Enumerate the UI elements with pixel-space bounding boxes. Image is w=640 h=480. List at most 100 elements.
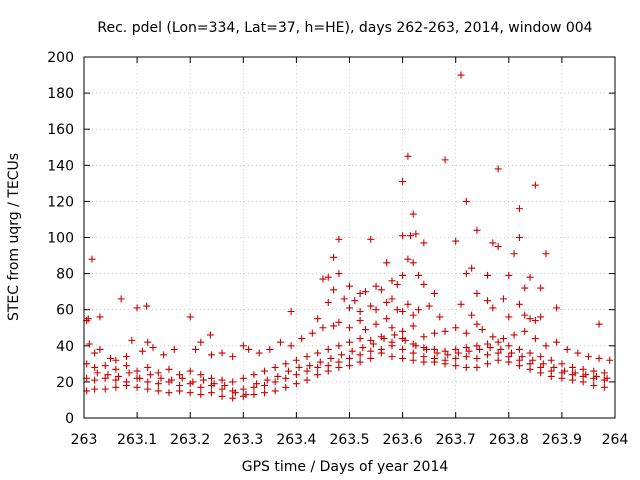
x-tick-label: 263.3	[223, 432, 263, 448]
data-point	[531, 181, 539, 189]
data-point	[85, 340, 93, 348]
data-point	[295, 363, 303, 371]
data-point	[197, 383, 205, 391]
data-point	[125, 369, 133, 377]
data-point	[478, 326, 486, 334]
data-point	[499, 295, 507, 303]
data-point	[207, 374, 215, 382]
data-point	[356, 358, 364, 366]
data-point	[484, 297, 492, 305]
data-point	[346, 338, 353, 346]
data-point	[388, 353, 396, 361]
data-point	[383, 298, 391, 306]
data-point	[207, 351, 215, 359]
data-point	[266, 345, 274, 353]
data-point	[569, 363, 577, 371]
data-point	[473, 354, 481, 362]
data-point	[399, 354, 407, 362]
data-point	[170, 345, 178, 353]
data-point	[433, 349, 441, 357]
data-point	[207, 389, 215, 397]
data-point	[592, 372, 600, 380]
data-point	[356, 335, 364, 343]
data-point	[133, 304, 141, 312]
x-tick-label: 264	[602, 432, 629, 448]
data-point	[539, 360, 547, 368]
data-point	[563, 345, 571, 353]
data-point	[430, 289, 438, 297]
data-point	[537, 313, 545, 321]
data-point	[409, 322, 417, 330]
data-point	[377, 349, 385, 357]
data-point	[306, 362, 314, 370]
data-point	[154, 380, 162, 388]
data-point	[239, 385, 247, 393]
data-point	[412, 230, 420, 238]
data-point	[133, 383, 141, 391]
data-point	[505, 358, 513, 366]
data-point	[505, 313, 513, 321]
data-point	[261, 389, 269, 397]
data-point	[335, 318, 343, 326]
data-point	[515, 345, 523, 353]
data-point	[276, 338, 284, 346]
data-point	[422, 345, 430, 353]
data-point	[327, 354, 335, 362]
data-point	[537, 353, 545, 361]
chart-title: Rec. pdel (Lon=334, Lat=37, h=HE), days …	[97, 20, 592, 36]
data-point	[372, 320, 380, 328]
data-point	[149, 344, 157, 352]
data-point	[346, 362, 353, 370]
data-point	[221, 382, 229, 390]
x-tick-label: 263.4	[276, 432, 316, 448]
data-point	[542, 250, 550, 258]
data-point	[380, 335, 388, 343]
data-point	[122, 362, 130, 370]
data-point	[157, 374, 165, 382]
data-point	[430, 345, 438, 353]
data-point	[441, 327, 449, 335]
data-point	[521, 284, 529, 292]
data-point	[507, 349, 515, 357]
data-point	[518, 353, 526, 361]
data-point	[412, 342, 420, 350]
data-point	[441, 347, 449, 355]
data-point	[91, 376, 99, 384]
data-point	[388, 295, 396, 303]
data-point	[335, 270, 343, 278]
data-point	[457, 300, 465, 308]
data-point	[531, 317, 539, 325]
data-point	[420, 280, 428, 288]
data-point	[107, 354, 115, 362]
data-point	[595, 320, 603, 328]
data-point	[494, 349, 502, 357]
data-point	[521, 327, 529, 335]
data-point	[330, 286, 338, 294]
data-point	[579, 378, 587, 386]
data-point	[96, 345, 104, 353]
data-point	[199, 376, 207, 384]
data-point	[489, 239, 497, 247]
data-point	[553, 338, 561, 346]
data-point	[441, 156, 449, 164]
data-point	[494, 243, 502, 251]
data-point	[282, 360, 290, 368]
data-point	[330, 253, 338, 261]
data-point	[324, 273, 332, 281]
data-point	[547, 356, 555, 364]
data-point	[430, 358, 438, 366]
data-point	[377, 286, 385, 294]
data-point	[499, 335, 507, 343]
data-point	[494, 165, 502, 173]
y-tick-label: 0	[65, 411, 74, 427]
data-point	[346, 282, 353, 290]
data-point	[476, 345, 484, 353]
data-point	[590, 367, 598, 375]
data-point	[261, 382, 269, 390]
data-point	[229, 378, 237, 386]
y-tick-label: 60	[56, 303, 74, 319]
data-point	[314, 315, 322, 323]
data-point	[138, 347, 146, 355]
data-point	[425, 302, 433, 310]
x-tick-label: 263.5	[329, 432, 369, 448]
